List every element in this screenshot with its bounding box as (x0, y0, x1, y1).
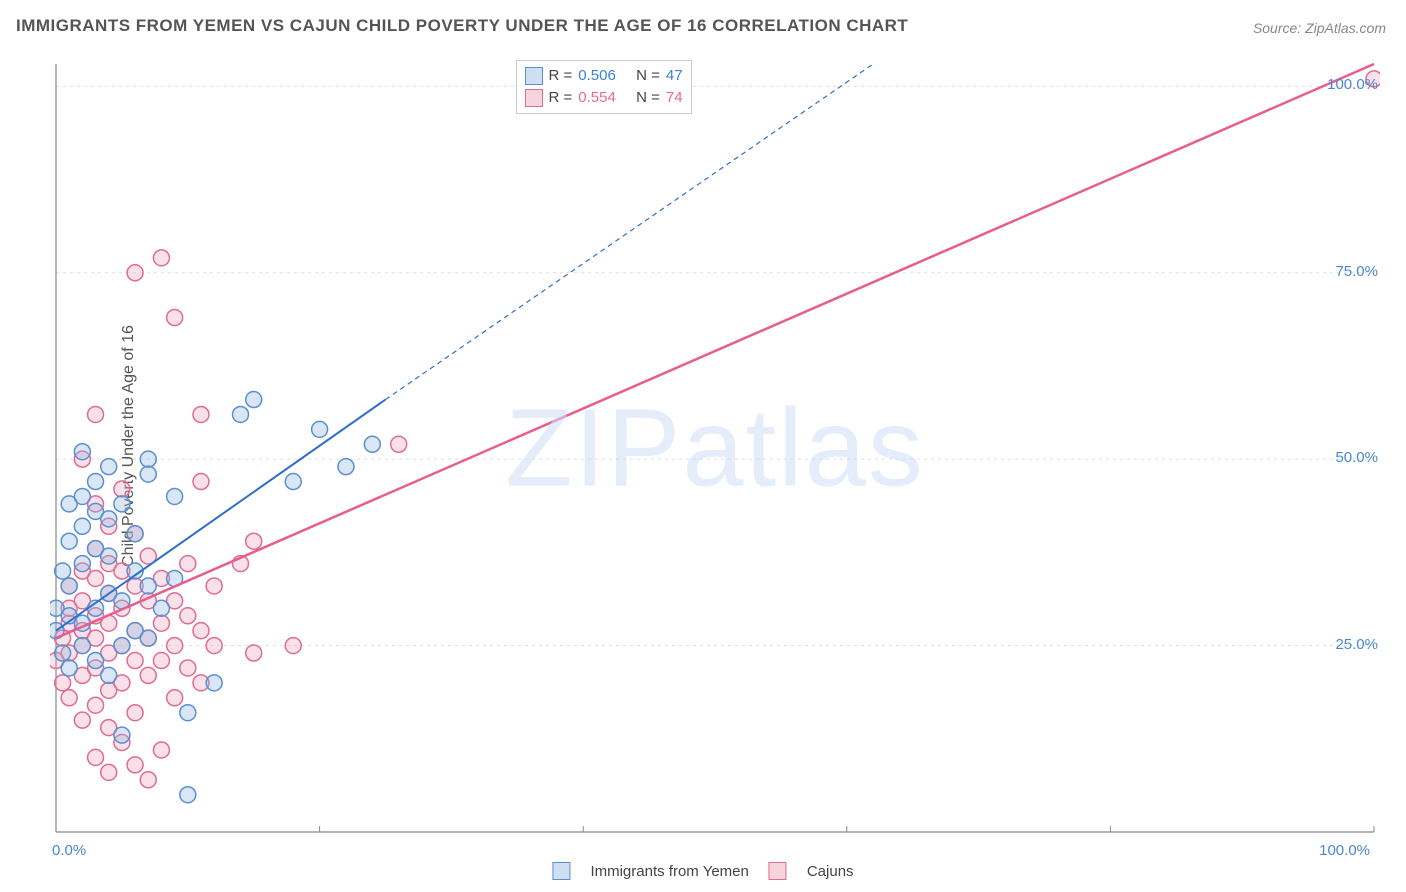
y-tick-label: 25.0% (1335, 636, 1378, 653)
x-tick-label: 100.0% (1319, 842, 1370, 859)
legend-cajuns: Cajuns (807, 863, 854, 880)
plot-area: ZIPatlas R = 0.506 N = 47 R = 0.554 N = … (50, 58, 1380, 838)
yemen-R: 0.506 (578, 65, 616, 87)
y-tick-label: 100.0% (1327, 76, 1378, 93)
swatch-icon (769, 862, 787, 880)
stats-legend: R = 0.506 N = 47 R = 0.554 N = 74 (516, 60, 692, 114)
legend-yemen: Immigrants from Yemen (590, 863, 748, 880)
chart-source: Source: ZipAtlas.com (1253, 20, 1386, 36)
bottom-legend: Immigrants from Yemen Cajuns (552, 862, 853, 880)
y-tick-label: 75.0% (1335, 263, 1378, 280)
cajuns-R: 0.554 (578, 87, 616, 109)
chart-svg (50, 58, 1380, 838)
swatch-icon (525, 89, 543, 107)
y-tick-label: 50.0% (1335, 449, 1378, 466)
yemen-N: 47 (666, 65, 683, 87)
x-tick-label: 0.0% (52, 842, 86, 859)
cajuns-N: 74 (666, 87, 683, 109)
swatch-icon (525, 67, 543, 85)
stats-row-cajuns: R = 0.554 N = 74 (525, 87, 683, 109)
chart-title: IMMIGRANTS FROM YEMEN VS CAJUN CHILD POV… (16, 16, 908, 36)
stats-row-yemen: R = 0.506 N = 47 (525, 65, 683, 87)
swatch-icon (552, 862, 570, 880)
